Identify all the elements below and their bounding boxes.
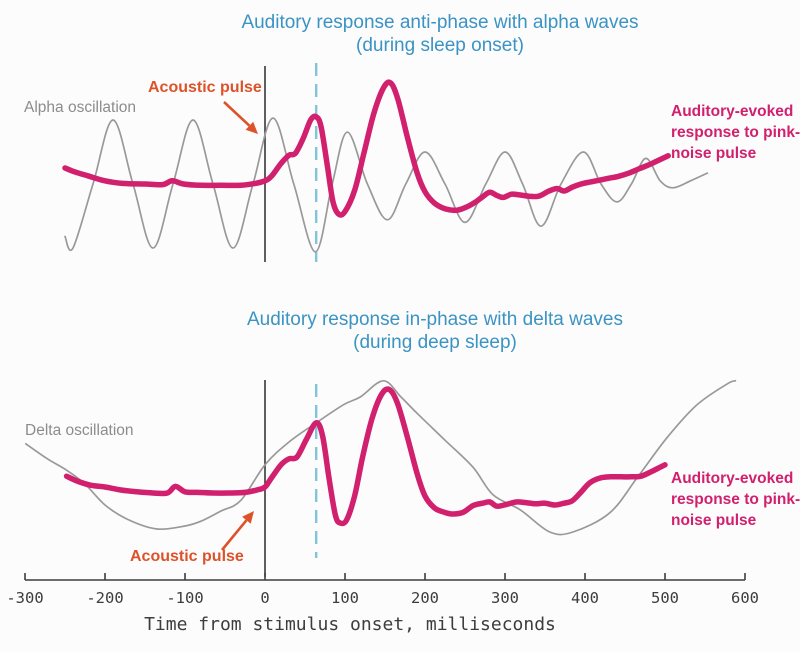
x-axis-tick-label: -200 bbox=[86, 589, 123, 607]
chart-bottom-subtitle: (during deep sleep) bbox=[353, 332, 517, 353]
chart-top-title-block: Auditory response anti-phase with alpha … bbox=[90, 11, 790, 57]
acoustic-pulse-arrow-top bbox=[223, 101, 258, 134]
x-axis-tick-label: 600 bbox=[731, 589, 759, 607]
x-axis-tick-label: 100 bbox=[331, 589, 359, 607]
acoustic-pulse-arrow-bottom bbox=[220, 511, 254, 551]
alpha-oscillation-label: Alpha oscillation bbox=[24, 99, 137, 116]
auditory-response-curve-delta bbox=[63, 386, 668, 527]
chart-top-subtitle: (during sleep onset) bbox=[356, 35, 524, 56]
x-axis-tick-label: -100 bbox=[166, 589, 203, 607]
alpha-oscillation-curve bbox=[64, 117, 709, 253]
x-axis-tick-label: 300 bbox=[491, 589, 519, 607]
response-label-top: Auditory-evoked response to pink-noise p… bbox=[671, 103, 800, 162]
axis-label: Time from stimulus onset, milliseconds bbox=[144, 614, 556, 635]
x-axis-tick-label: 500 bbox=[651, 589, 679, 607]
chart-delta-group bbox=[24, 379, 737, 577]
delta-oscillation-label: Delta oscillation bbox=[25, 422, 134, 439]
x-axis-tick-label: 400 bbox=[571, 589, 599, 607]
auditory-response-curve-alpha bbox=[62, 79, 671, 218]
time-axis: -300 -200 -100 0 100 200 300 400 500 600 bbox=[6, 573, 759, 607]
chart-bottom-title: Auditory response in-phase with delta wa… bbox=[247, 309, 623, 330]
x-axis-tick-label: 0 bbox=[260, 589, 269, 607]
x-axis-tick-label: -300 bbox=[6, 589, 43, 607]
chart-alpha-group bbox=[62, 63, 709, 262]
x-axis-tick-label: 200 bbox=[411, 589, 439, 607]
response-label-bottom: Auditory-evoked response to pink-noise p… bbox=[671, 470, 800, 529]
chart-top-title: Auditory response anti-phase with alpha … bbox=[241, 12, 639, 33]
delta-oscillation-curve bbox=[24, 379, 737, 536]
acoustic-pulse-label-bottom: Acoustic pulse bbox=[130, 548, 244, 565]
chart-bottom-title-block: Auditory response in-phase with delta wa… bbox=[85, 308, 785, 354]
acoustic-pulse-label-top: Acoustic pulse bbox=[148, 79, 262, 96]
